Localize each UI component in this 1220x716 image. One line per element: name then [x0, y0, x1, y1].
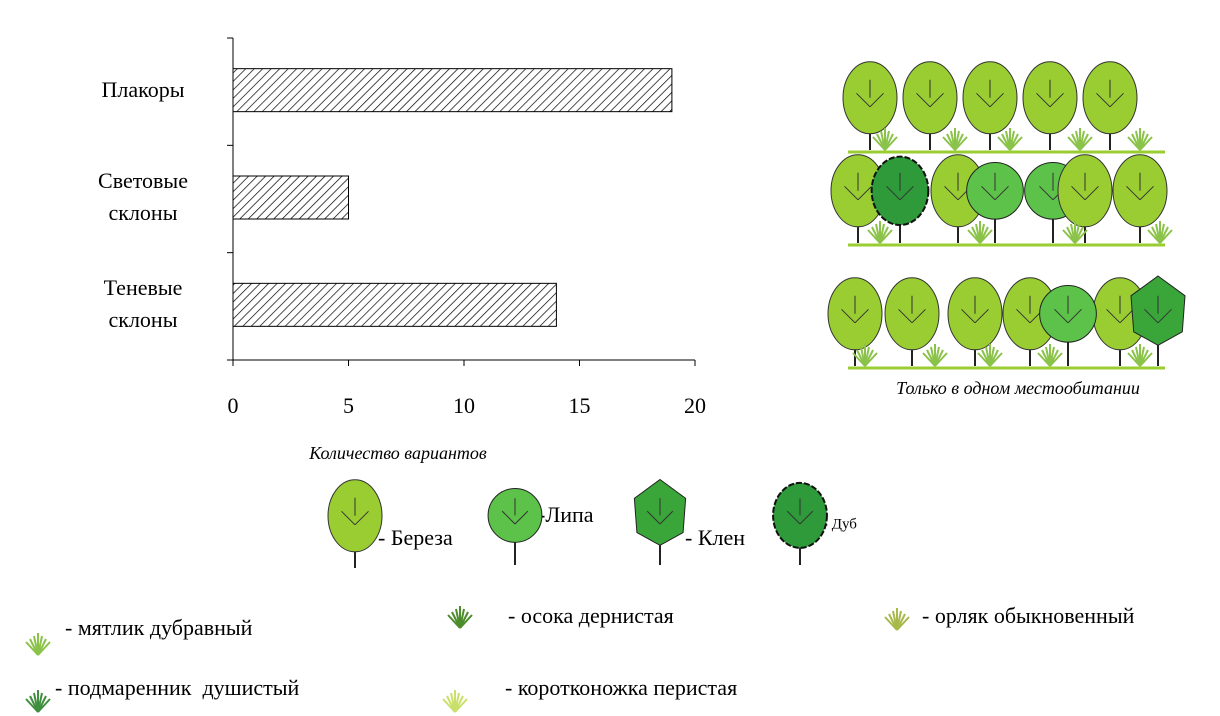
legend-text: - коротконожка перистая	[505, 675, 737, 700]
chart: Количество вариантов Только в одном мест…	[0, 0, 1220, 716]
legend-text: - орляк обыкновенный	[922, 603, 1135, 628]
bar	[233, 176, 349, 219]
legend-text: - Дуб	[823, 516, 857, 532]
y-tick-label: Световые склоны	[78, 165, 208, 229]
legend-text: - подмаренник душистый	[55, 675, 300, 700]
legend-text: -Липа	[538, 502, 594, 527]
legend-text: - мятлик дубравный	[65, 615, 253, 640]
x-axis-label: Количество вариантов	[308, 443, 487, 463]
y-tick-label: Теневые склоны	[78, 272, 208, 336]
legend-text: - Береза	[378, 525, 453, 550]
bar	[233, 69, 672, 112]
x-tick-label: 20	[684, 393, 706, 418]
x-tick-label: 0	[228, 393, 239, 418]
x-tick-label: 15	[569, 393, 591, 418]
y-tick-label: Плакоры	[78, 74, 208, 106]
x-tick-label: 5	[343, 393, 354, 418]
x-tick-label: 10	[453, 393, 475, 418]
page: Количество вариантов Только в одном мест…	[0, 0, 1220, 716]
bar	[233, 283, 556, 326]
illustration-caption: Только в одном местообитании	[896, 378, 1140, 398]
legend-text: - Клен	[685, 525, 745, 550]
legend-text: - осока дернистая	[508, 603, 674, 628]
